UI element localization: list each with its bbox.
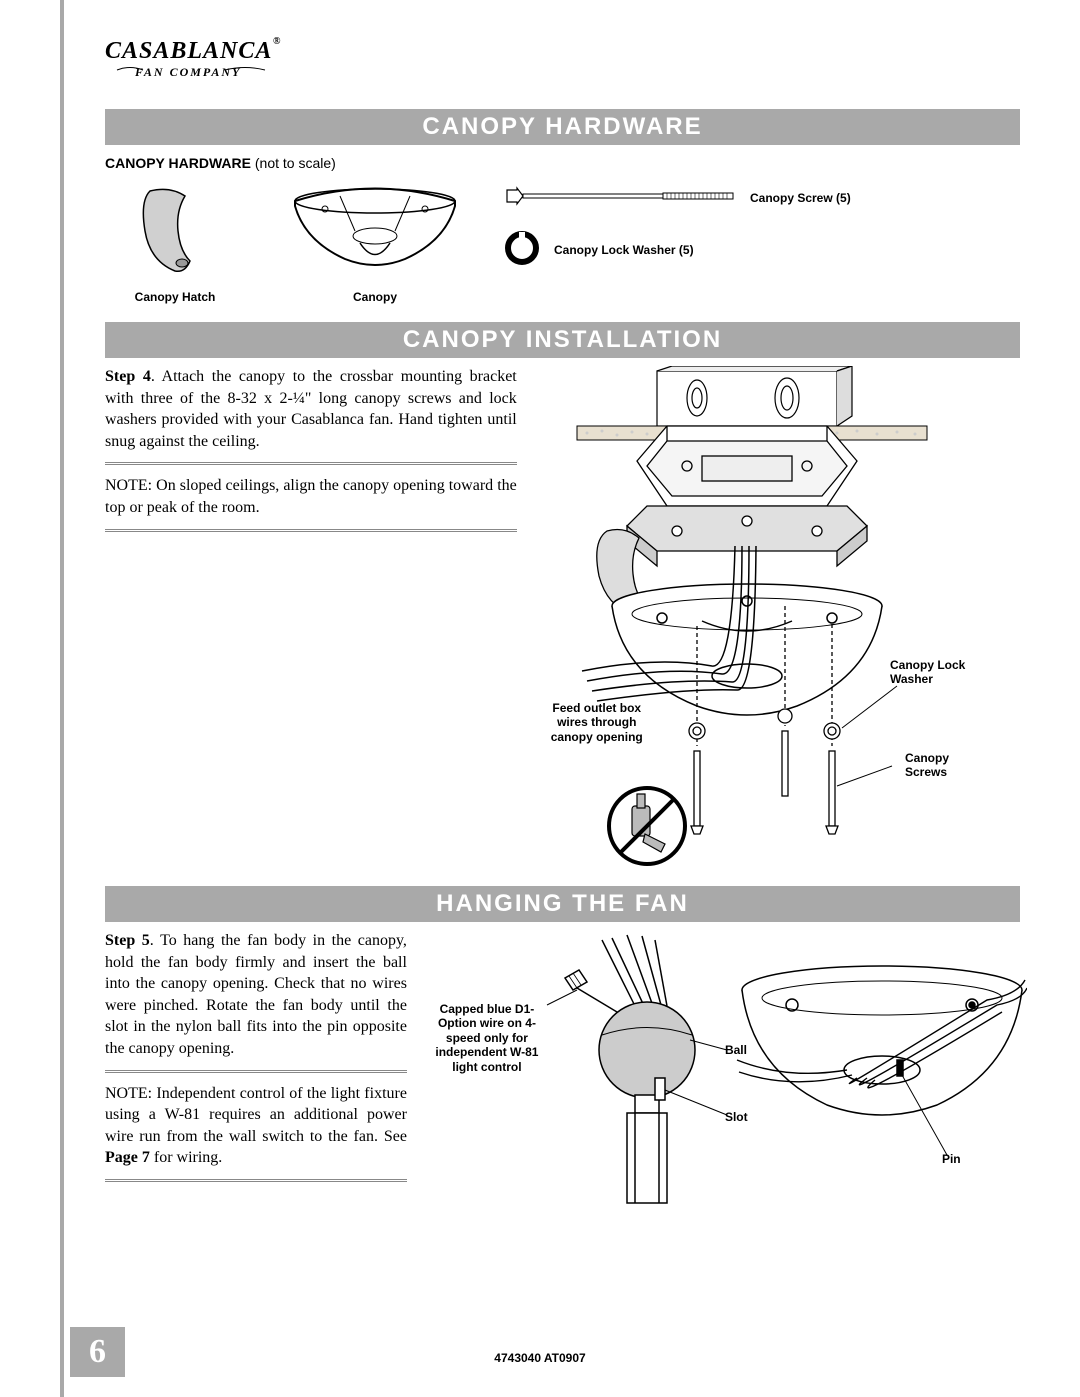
step5-text-col: Step 5. To hang the fan body in the cano… [105,930,407,1220]
logo-svg: CASABLANCA ® FAN COMPANY [105,30,285,85]
step5-note-bold: Page 7 [105,1149,150,1166]
hardware-subtitle-note: (not to scale) [251,155,336,171]
step5-note: NOTE: Independent control of the light f… [105,1083,407,1169]
callout-ball: Ball [725,1043,747,1057]
page: CASABLANCA ® FAN COMPANY CANOPY HARDWARE… [0,0,1080,1397]
step4-text-col: Step 4. Attach the canopy to the crossba… [105,366,517,886]
divider [105,462,517,465]
hw-washer-label: Canopy Lock Washer (5) [554,243,694,257]
canopy-screw-icon [505,186,735,206]
callout-screws: Canopy Screws [905,751,975,780]
step4-label: Step 4 [105,368,151,385]
footer-code: 4743040 AT0907 [494,1351,585,1365]
step5-note-post: for wiring. [150,1149,222,1166]
installation-diagram-svg [537,366,997,886]
step5-text: . To hang the fan body in the canopy, ho… [105,932,407,1057]
section-header-hardware: CANOPY HARDWARE [105,109,1020,145]
callout-capped: Capped blue D1-Option wire on 4-speed on… [427,1002,547,1074]
section-header-installation: CANOPY INSTALLATION [105,322,1020,358]
step5-para: Step 5. To hang the fan body in the cano… [105,930,407,1060]
canopy-hatch-icon [130,181,220,281]
divider [105,1070,407,1073]
hanging-diagram-svg [427,930,1027,1220]
divider [105,529,517,532]
step5-diagram: Capped blue D1-Option wire on 4-speed on… [427,930,1027,1220]
step5-note-pre: NOTE: Independent control of the light f… [105,1085,407,1145]
step4-diagram: Canopy Lock Washer Canopy Screws Feed ou… [537,366,1020,886]
hardware-subtitle: CANOPY HARDWARE (not to scale) [105,155,1020,171]
hw-right-col: Canopy Screw (5) Canopy Lock Washer (5) [505,181,1020,265]
svg-text:®: ® [273,36,281,47]
callout-lockwasher: Canopy Lock Washer [890,658,990,687]
hw-canopy: Canopy [275,181,475,304]
callout-pin: Pin [942,1152,961,1166]
footer: 6 4743040 AT0907 [0,1337,1080,1377]
divider [105,1179,407,1182]
hanging-row: Step 5. To hang the fan body in the cano… [105,930,1020,1220]
logo: CASABLANCA ® FAN COMPANY [105,30,1020,91]
callout-feed: Feed outlet box wires through canopy ope… [537,701,657,744]
installation-row: Step 4. Attach the canopy to the crossba… [105,366,1020,886]
hardware-row: Canopy Hatch Canopy [105,181,1020,304]
svg-text:FAN COMPANY: FAN COMPANY [134,65,241,79]
section-header-hanging: HANGING THE FAN [105,886,1020,922]
canopy-icon [285,181,465,281]
hw-screw-label: Canopy Screw (5) [750,191,851,205]
step4-note: NOTE: On sloped ceilings, align the cano… [105,475,517,518]
hw-hatch: Canopy Hatch [105,181,245,304]
page-number: 6 [70,1327,125,1377]
step4-para: Step 4. Attach the canopy to the crossba… [105,366,517,452]
step4-text: . Attach the canopy to the crossbar moun… [105,368,517,450]
callout-slot: Slot [725,1110,748,1124]
lock-washer-icon [505,231,539,265]
step5-label: Step 5 [105,932,150,949]
svg-text:CASABLANCA: CASABLANCA [105,38,272,64]
hw-hatch-label: Canopy Hatch [105,290,245,304]
hardware-subtitle-bold: CANOPY HARDWARE [105,155,251,171]
hw-canopy-label: Canopy [275,290,475,304]
